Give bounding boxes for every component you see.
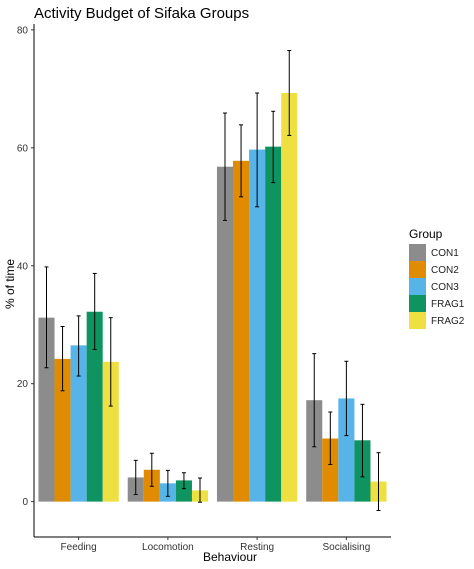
y-tick-label: 40	[17, 261, 29, 272]
bar	[281, 92, 298, 502]
x-axis-ticks: Feeding Locomotion Resting Socialising	[61, 537, 370, 553]
bar	[249, 149, 266, 502]
legend-swatch	[409, 278, 426, 295]
bar	[306, 400, 323, 502]
plot-area	[38, 50, 387, 511]
legend-label: FRAG1	[431, 299, 465, 310]
legend-swatch	[409, 295, 426, 312]
legend-label: CON1	[431, 248, 459, 259]
x-tick-label: Feeding	[61, 542, 97, 553]
bar	[216, 166, 234, 502]
x-tick-label: Resting	[240, 542, 274, 553]
y-axis-ticks: 0 20 40 60 80	[17, 25, 34, 508]
x-tick-label: Locomotion	[142, 542, 194, 553]
x-tick-label: Socialising	[322, 542, 370, 553]
bar	[38, 317, 55, 502]
legend-label: CON3	[431, 282, 459, 293]
bar	[175, 480, 192, 502]
bar	[338, 398, 355, 502]
legend-title: Group	[409, 227, 443, 241]
x-axis-title: Behaviour	[203, 550, 257, 564]
bar	[54, 358, 71, 502]
chart-title: Activity Budget of Sifaka Groups	[34, 5, 249, 22]
bar	[233, 160, 250, 502]
bar	[102, 361, 119, 502]
legend: Group CON1 CON2 CON3 FRAG1 FRAG2	[409, 227, 465, 329]
legend-swatch	[409, 312, 426, 329]
y-tick-label: 60	[17, 143, 29, 154]
bar	[265, 146, 282, 502]
bar	[70, 345, 87, 502]
bar	[322, 438, 339, 502]
y-axis-title: % of time	[3, 259, 17, 309]
legend-label: CON2	[431, 265, 459, 276]
bar	[86, 311, 103, 502]
y-tick-label: 0	[22, 497, 28, 508]
y-tick-label: 20	[17, 379, 29, 390]
y-tick-label: 80	[17, 25, 29, 36]
legend-swatch	[409, 244, 426, 261]
legend-label: FRAG2	[431, 316, 465, 327]
legend-swatch	[409, 261, 426, 278]
